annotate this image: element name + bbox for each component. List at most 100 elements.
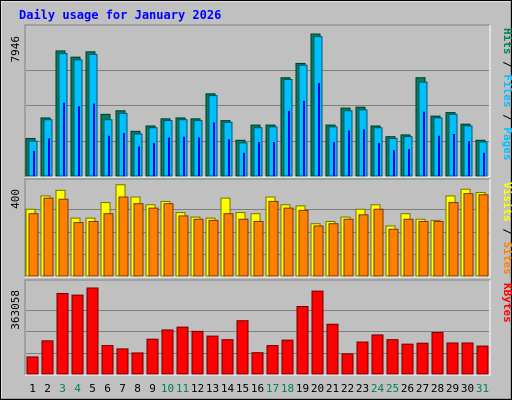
bar-sites-day-28 <box>433 220 444 277</box>
x-tick-label-day-17: 17 <box>266 382 279 395</box>
bar-sites-day-11 <box>178 215 189 277</box>
bar-sites-day-31 <box>478 194 489 277</box>
x-tick-label-day-6: 6 <box>104 382 111 395</box>
bar-pages-day-30 <box>468 141 470 176</box>
bar-pages-day-7 <box>123 133 125 176</box>
bar-pages-day-23 <box>363 129 365 176</box>
bar-sites-day-23 <box>358 214 369 277</box>
x-tick-label-day-28: 28 <box>431 382 444 395</box>
bar-kbytes-day-10 <box>161 329 174 375</box>
bar-sites-day-9 <box>148 207 159 277</box>
x-tick-label-day-23: 23 <box>356 382 369 395</box>
bar-pages-day-18 <box>288 110 290 176</box>
x-tick-label-day-24: 24 <box>371 382 385 395</box>
bar-kbytes-day-30 <box>461 342 474 375</box>
y-max-label: 400 <box>9 189 22 209</box>
x-tick-label-day-27: 27 <box>416 382 429 395</box>
legend-entry: / <box>501 222 512 242</box>
panel-kbytes: 363058 KBytes <box>9 279 512 376</box>
panel-bevel-dark <box>24 178 490 277</box>
legend-entry: Pages <box>501 127 512 160</box>
bar-pages-day-17 <box>273 142 275 176</box>
bar-sites-day-29 <box>448 202 459 277</box>
x-tick-label-day-20: 20 <box>311 382 324 395</box>
bar-sites-day-21 <box>328 223 339 277</box>
bar-sites-day-17 <box>268 200 279 277</box>
y-max-label: 7946 <box>9 36 22 63</box>
bar-pages-day-4 <box>78 106 80 176</box>
bar-pages-day-26 <box>408 149 410 176</box>
bar-kbytes-day-16 <box>251 352 264 375</box>
panel-legend: Visits / Sites <box>501 182 512 275</box>
bar-pages-day-1 <box>33 150 35 176</box>
bar-pages-day-25 <box>393 150 395 176</box>
bar-sites-day-2 <box>43 197 54 277</box>
bar-kbytes-day-17 <box>266 345 279 375</box>
panel-bevel-dark <box>24 279 490 375</box>
bar-pages-day-24 <box>378 142 380 176</box>
bar-sites-day-15 <box>238 218 249 277</box>
bar-kbytes-day-23 <box>356 341 369 375</box>
x-tick-label-day-2: 2 <box>44 382 51 395</box>
bar-pages-day-28 <box>438 135 440 176</box>
legend-entry: / <box>501 55 512 75</box>
bar-kbytes-day-22 <box>341 353 354 375</box>
x-tick-label-day-8: 8 <box>134 382 141 395</box>
y-max-label: 363058 <box>9 290 22 330</box>
x-tick-label-day-19: 19 <box>296 382 309 395</box>
panel-hits-files-pages: 7946 Hits / Files / Pages <box>9 24 512 178</box>
bar-kbytes-day-26 <box>401 343 414 375</box>
bar-sites-day-25 <box>388 228 399 277</box>
bar-kbytes-day-29 <box>446 342 459 375</box>
x-axis-day-labels: 1 2 3 4 5 6 7 8 9 10 11 12 13 14 15 16 17 18 19 20 21 22 23 24 2… <box>29 382 489 395</box>
bar-kbytes-day-2 <box>41 340 54 375</box>
bar-kbytes-day-27 <box>416 342 429 375</box>
bar-kbytes-day-6 <box>101 345 114 375</box>
bar-sites-day-19 <box>298 209 309 277</box>
x-tick-label-day-21: 21 <box>326 382 339 395</box>
panel-bevel-light <box>25 179 491 278</box>
bar-kbytes-day-5 <box>86 287 99 375</box>
bar-sites-day-10 <box>163 203 174 277</box>
bar-sites-day-27 <box>418 220 429 277</box>
bar-pages-day-31 <box>483 152 485 176</box>
bar-kbytes-day-21 <box>326 323 339 375</box>
x-tick-label-day-7: 7 <box>119 382 126 395</box>
bar-pages-day-6 <box>108 135 110 176</box>
bar-pages-day-2 <box>48 138 50 176</box>
bar-kbytes-day-24 <box>371 334 384 375</box>
bar-kbytes-day-14 <box>221 339 234 375</box>
bar-pages-day-10 <box>168 137 170 176</box>
bar-kbytes-day-31 <box>476 345 489 375</box>
bar-pages-day-16 <box>258 142 260 176</box>
x-tick-label-day-25: 25 <box>386 382 399 395</box>
panel-bevel-light <box>25 25 491 178</box>
bar-sites-day-6 <box>103 213 114 277</box>
bar-kbytes-day-3 <box>56 292 69 375</box>
panel-bevel-dark <box>24 24 490 177</box>
chart-panels: 7946 Hits / Files / Pages 400 Visits / Site… <box>9 24 512 376</box>
bar-kbytes-day-19 <box>296 305 309 375</box>
bar-pages-day-3 <box>63 102 65 176</box>
bar-pages-day-22 <box>348 130 350 176</box>
bar-pages-day-21 <box>333 142 335 176</box>
x-tick-label-day-3: 3 <box>59 382 66 395</box>
legend-entry: Visits <box>501 182 512 222</box>
bar-sites-day-14 <box>223 213 234 277</box>
x-tick-label-day-5: 5 <box>89 382 96 395</box>
x-tick-label-day-9: 9 <box>149 382 156 395</box>
x-tick-label-day-22: 22 <box>341 382 354 395</box>
legend-entry: Sites <box>501 242 512 275</box>
bar-kbytes-day-4 <box>71 294 84 375</box>
bar-pages-day-13 <box>213 122 215 176</box>
bar-sites-day-16 <box>253 220 264 277</box>
x-tick-label-day-29: 29 <box>446 382 459 395</box>
bar-pages-day-27 <box>423 111 425 176</box>
bar-sites-day-18 <box>283 207 294 277</box>
x-tick-label-day-4: 4 <box>74 382 81 395</box>
x-tick-label-day-12: 12 <box>191 382 204 395</box>
bar-pages-day-19 <box>303 100 305 176</box>
bar-sites-day-12 <box>193 218 204 277</box>
bar-kbytes-day-9 <box>146 338 159 375</box>
